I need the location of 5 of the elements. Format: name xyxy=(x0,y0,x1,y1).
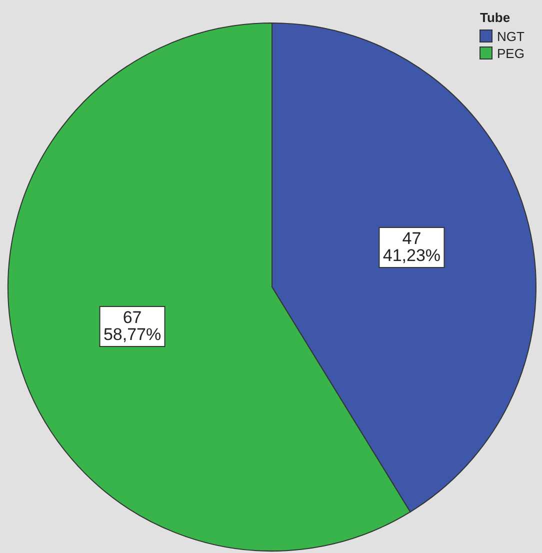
legend-label: NGT xyxy=(497,29,524,44)
data-label: 47 41,23% xyxy=(382,229,441,266)
legend-label: PEG xyxy=(497,46,524,61)
data-label: 67 58,77% xyxy=(103,308,162,344)
legend-title: Tube xyxy=(480,10,510,25)
